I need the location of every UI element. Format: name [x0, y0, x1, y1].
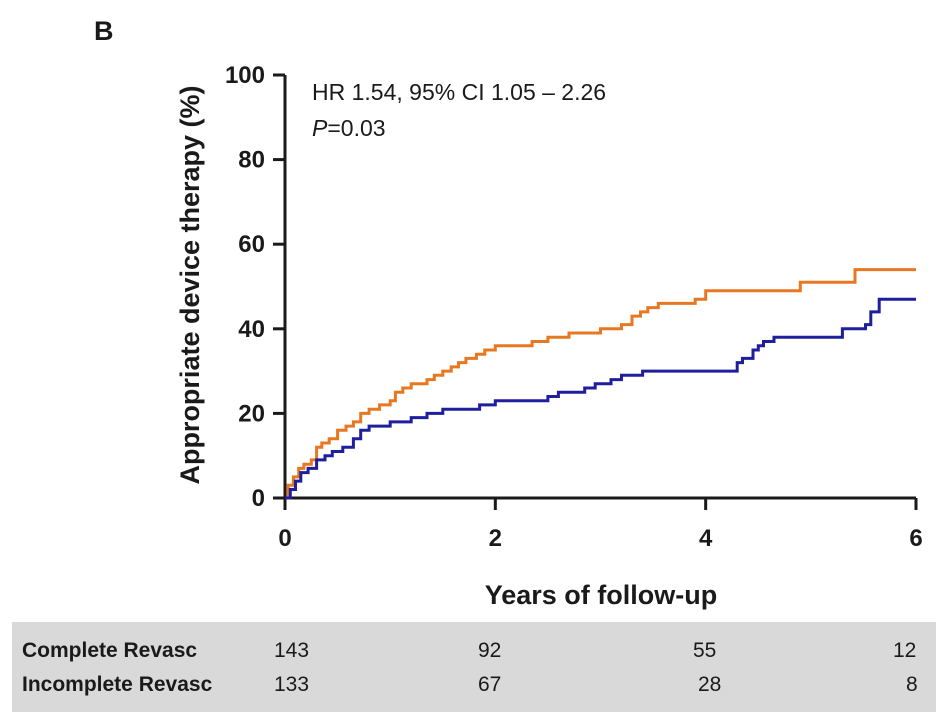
- hazard-ratio-annotation: HR 1.54, 95% CI 1.05 – 2.26: [312, 79, 606, 105]
- risk-row-incomplete: Incomplete Revasc 133 67 28 8: [12, 668, 936, 702]
- risk-cell: 133: [274, 673, 310, 696]
- risk-cell: 8: [906, 673, 918, 696]
- risk-cell: 28: [698, 673, 722, 696]
- panel-label: B: [94, 16, 114, 46]
- x-tick-label: 0: [278, 525, 291, 552]
- axes: 0 20 40 60 80 100 0 2 4 6: [225, 62, 923, 552]
- risk-cell: 143: [274, 639, 310, 662]
- curves: [285, 268, 916, 500]
- number-at-risk-table: Complete Revasc 143 92 55 12 Incomplete …: [12, 622, 936, 712]
- x-axis-title: Years of follow-up: [485, 580, 718, 610]
- y-tick-label: 80: [238, 147, 265, 174]
- risk-row-label: Incomplete Revasc: [22, 673, 213, 696]
- y-axis-title: Appropriate device therapy (%): [175, 85, 205, 484]
- p-value-symbol: P: [312, 115, 328, 141]
- survival-chart: B Appropriate device therapy (%) Years o…: [94, 16, 923, 610]
- risk-cell: 67: [478, 673, 502, 696]
- risk-cell: 12: [893, 639, 917, 662]
- y-tick-label: 20: [238, 400, 265, 427]
- x-tick-label: 4: [699, 525, 713, 552]
- curve-complete: [285, 297, 916, 500]
- y-tick-label: 0: [252, 485, 265, 512]
- x-tick-label: 6: [909, 525, 922, 552]
- y-tick-label: 100: [225, 62, 265, 89]
- y-tick-label: 60: [238, 231, 265, 258]
- y-tick-label: 40: [238, 316, 265, 343]
- curve-incomplete: [285, 268, 916, 500]
- risk-row-complete: Complete Revasc 143 92 55 12: [12, 634, 936, 668]
- p-value-number: =0.03: [327, 115, 385, 141]
- risk-cell: 92: [478, 639, 502, 662]
- risk-cell: 55: [693, 639, 717, 662]
- x-tick-label: 2: [489, 525, 502, 552]
- risk-row-label: Complete Revasc: [22, 639, 198, 662]
- p-value-annotation: P=0.03: [312, 115, 386, 141]
